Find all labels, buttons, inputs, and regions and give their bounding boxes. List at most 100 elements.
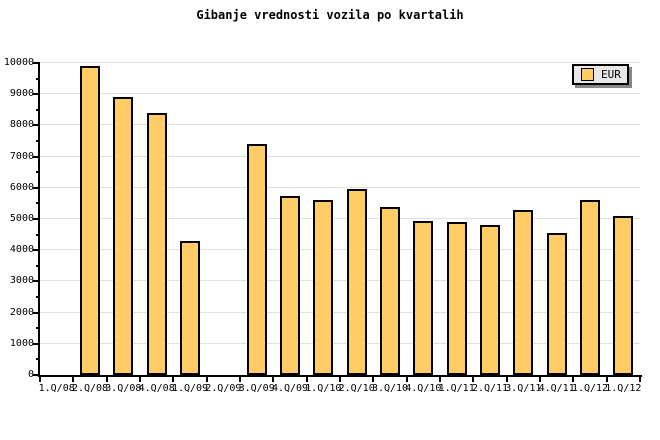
y-axis-minor-tick xyxy=(36,140,40,142)
y-tick-label: 3000 xyxy=(9,275,34,287)
x-axis-tick xyxy=(372,377,375,382)
y-axis-minor-tick xyxy=(36,358,40,361)
y-axis-minor-tick xyxy=(36,264,40,267)
y-axis-tick xyxy=(33,186,40,189)
y-axis-minor-tick xyxy=(36,77,40,80)
chart-title: Gibanje vrednosti vozila po kvartalih xyxy=(196,8,464,22)
x-axis-tick xyxy=(39,377,41,382)
y-tick-label: 4000 xyxy=(9,244,34,256)
legend-label: EUR xyxy=(601,68,621,81)
y-axis-tick xyxy=(33,155,40,158)
x-axis-line xyxy=(38,375,642,377)
x-tick-label: 3.Q/11 xyxy=(505,383,542,394)
legend-swatch xyxy=(581,68,594,81)
x-axis-tick xyxy=(439,377,441,382)
y-axis-minor-tick xyxy=(36,327,40,330)
gridline xyxy=(40,93,640,95)
bar xyxy=(413,220,434,375)
x-tick-label: 1.Q/12 xyxy=(571,383,609,394)
legend: EUR xyxy=(572,64,629,85)
y-axis-tick xyxy=(33,124,40,127)
y-tick-label: 8000 xyxy=(9,119,34,131)
y-tick-label: 10000 xyxy=(3,57,34,68)
x-axis-tick xyxy=(105,377,108,382)
x-tick-label: 1.Q/09 xyxy=(171,383,209,394)
x-tick-label: 2.Q/09 xyxy=(205,383,242,394)
bar xyxy=(180,240,200,375)
x-tick-label: 3.Q/08 xyxy=(105,383,142,394)
x-tick-label: 3.Q/10 xyxy=(371,383,409,394)
bar xyxy=(346,189,367,375)
x-tick-label: 1.Q/10 xyxy=(305,383,342,394)
x-tick-label: 1.Q/12 xyxy=(605,383,642,394)
gridline xyxy=(40,311,640,313)
x-axis-tick xyxy=(539,377,541,382)
bar xyxy=(380,206,400,375)
y-axis-tick xyxy=(33,342,40,345)
x-axis-tick xyxy=(572,377,575,382)
gridline xyxy=(40,62,640,63)
x-axis-tick xyxy=(605,377,608,382)
x-tick-label: 4.Q/10 xyxy=(405,383,442,394)
bar xyxy=(246,144,267,375)
gridline xyxy=(40,249,640,251)
bar xyxy=(546,233,567,375)
x-tick-label: 4.Q/09 xyxy=(271,383,309,394)
x-tick-label: 3.Q/09 xyxy=(238,383,275,394)
y-tick-label: 2000 xyxy=(9,306,34,318)
y-axis-tick xyxy=(33,374,40,376)
plot-area: 0 1000 2000 3000 4000 5000 6000 7000 8000 9000 100… xyxy=(4,57,642,394)
bar xyxy=(113,97,134,375)
x-tick-label: 2.Q/10 xyxy=(338,383,375,394)
x-axis-tick xyxy=(472,377,475,382)
y-tick-label: 7000 xyxy=(9,150,34,162)
y-axis-minor-tick xyxy=(36,202,40,205)
x-axis-tick xyxy=(305,377,308,382)
y-tick-label: 5000 xyxy=(9,213,34,224)
bar xyxy=(446,222,467,375)
bar xyxy=(513,209,534,375)
x-axis-tick xyxy=(339,377,341,382)
y-axis-minor-tick xyxy=(36,233,40,236)
y-axis-tick xyxy=(33,280,40,283)
x-axis-tick xyxy=(72,377,75,382)
bar xyxy=(580,199,600,375)
x-axis-tick xyxy=(239,377,241,382)
y-axis-minor-tick xyxy=(36,108,40,111)
x-tick-label: 4.Q/08 xyxy=(138,383,175,394)
x-tick-label: 4.Q/11 xyxy=(538,383,575,394)
x-axis-tick xyxy=(505,377,508,382)
gridline xyxy=(40,342,640,344)
gridline xyxy=(40,124,640,126)
y-tick-label: 1000 xyxy=(9,337,34,349)
y-axis-tick xyxy=(33,93,40,96)
x-axis-tick xyxy=(139,377,141,382)
y-axis-minor-tick xyxy=(36,171,40,174)
bar xyxy=(480,224,500,375)
x-axis-tick xyxy=(272,377,275,382)
y-tick-label: 0 xyxy=(27,369,34,380)
gridline xyxy=(40,218,640,219)
y-axis-tick xyxy=(33,218,40,220)
bar xyxy=(146,112,167,375)
y-axis-minor-tick xyxy=(36,296,40,298)
x-axis-tick xyxy=(639,377,641,382)
bar xyxy=(313,200,334,375)
y-axis-line xyxy=(38,63,40,377)
x-axis-tick xyxy=(172,377,175,382)
y-axis-tick xyxy=(33,311,40,314)
x-tick-label: 1.Q/11 xyxy=(438,383,475,394)
y-axis-tick xyxy=(33,62,40,64)
bar xyxy=(280,195,300,375)
gridline xyxy=(40,186,640,188)
y-tick-label: 6000 xyxy=(9,181,34,193)
gridline xyxy=(40,280,640,282)
x-axis-tick xyxy=(205,377,208,382)
y-tick-label: 9000 xyxy=(9,88,34,100)
x-tick-label: 1.Q/08 xyxy=(38,383,75,394)
x-tick-label: 2.Q/08 xyxy=(71,383,109,394)
x-tick-label: 2.Q/11 xyxy=(471,383,509,394)
x-axis-tick xyxy=(405,377,408,382)
y-axis-tick xyxy=(33,249,40,252)
